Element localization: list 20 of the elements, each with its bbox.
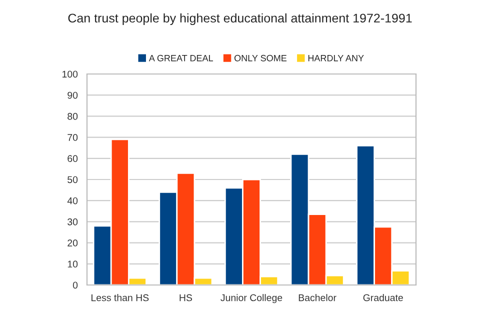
y-tick-label: 80 (68, 112, 78, 120)
x-tick-label: HS (180, 294, 192, 302)
legend-label: ONLY SOME (234, 54, 287, 62)
x-tick-label: Bachelor (298, 294, 336, 302)
y-tick-label: 90 (68, 92, 78, 99)
y-tick-label: 60 (68, 155, 78, 162)
legend-label: HARDLY ANY (308, 55, 364, 62)
y-tick-label: 20 (68, 240, 78, 246)
chart-title: Can trust people by highest educational attainment 1972-1991 (68, 13, 412, 26)
legend-label: A GREAT DEAL (148, 54, 213, 62)
x-tick-label: Junior College (220, 294, 282, 304)
y-tick-label: 100 (62, 70, 78, 78)
y-tick-label: 10 (68, 260, 78, 268)
y-tick-label: 30 (68, 218, 78, 226)
y-tick-label: 70 (68, 134, 78, 141)
x-tick-label: Less than HS (92, 294, 149, 302)
x-tick-label: Graduate (363, 294, 403, 302)
y-tick-label: 0 (72, 282, 78, 289)
y-tick-label: 40 (67, 197, 78, 204)
y-tick-label: 50 (68, 176, 78, 184)
